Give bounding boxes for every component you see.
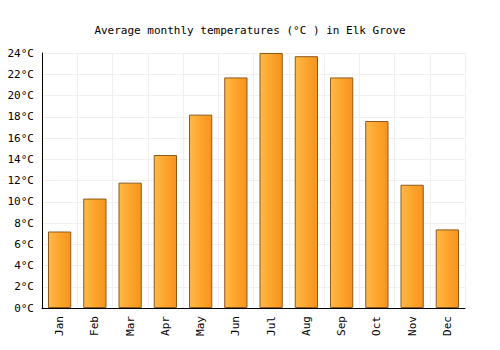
svg-text:Sep: Sep: [335, 316, 348, 336]
svg-text:6°C: 6°C: [14, 238, 34, 251]
svg-text:22°C: 22°C: [8, 68, 35, 81]
svg-text:2°C: 2°C: [14, 280, 34, 293]
svg-text:Oct: Oct: [370, 316, 383, 336]
svg-text:24°C: 24°C: [8, 47, 35, 60]
svg-text:18°C: 18°C: [8, 110, 35, 123]
svg-text:Mar: Mar: [124, 316, 137, 336]
svg-text:Jun: Jun: [229, 316, 242, 336]
svg-text:0°C: 0°C: [14, 302, 34, 315]
svg-text:Jan: Jan: [53, 316, 66, 336]
svg-text:Average monthly temperatures (: Average monthly temperatures (°C ) in El…: [94, 24, 405, 37]
svg-text:10°C: 10°C: [8, 195, 35, 208]
svg-text:12°C: 12°C: [8, 174, 35, 187]
svg-text:Nov: Nov: [406, 316, 419, 336]
svg-text:May: May: [194, 316, 207, 336]
svg-text:Dec: Dec: [441, 316, 454, 336]
svg-text:Aug: Aug: [300, 316, 313, 336]
svg-text:Feb: Feb: [88, 316, 101, 336]
svg-text:20°C: 20°C: [8, 89, 35, 102]
svg-text:16°C: 16°C: [8, 132, 35, 145]
svg-text:Jul: Jul: [265, 316, 278, 336]
svg-text:8°C: 8°C: [14, 217, 34, 230]
svg-text:4°C: 4°C: [14, 259, 34, 272]
svg-text:Apr: Apr: [159, 316, 172, 336]
svg-text:14°C: 14°C: [8, 153, 35, 166]
